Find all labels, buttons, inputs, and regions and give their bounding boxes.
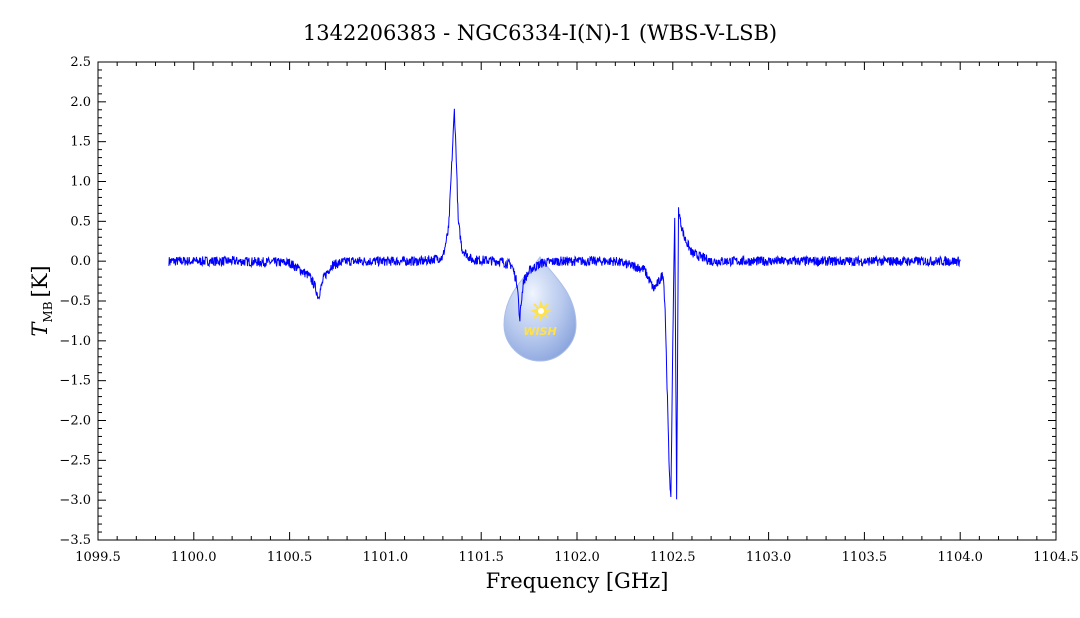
y-tick-label: 1.0 <box>70 175 91 190</box>
x-tick-label: 1101.5 <box>458 550 504 565</box>
x-tick-label: 1102.0 <box>554 550 600 565</box>
y-axis-symbol: T <box>28 321 52 337</box>
y-tick-label: 0.5 <box>70 214 91 229</box>
x-tick-label: 1102.5 <box>650 550 696 565</box>
y-tick-label: −1.0 <box>59 334 91 349</box>
wish-logo-text: WISH <box>523 325 556 338</box>
y-axis-unit: [K] <box>28 265 52 297</box>
x-tick-label: 1100.5 <box>267 550 313 565</box>
x-tick-label: 1100.0 <box>171 550 217 565</box>
y-tick-label: −2.0 <box>59 414 91 429</box>
y-axis-label: TMB [K] <box>28 265 55 336</box>
x-axis-label: Frequency [GHz] <box>486 569 669 593</box>
x-tick-label: 1101.0 <box>363 550 409 565</box>
spectrum-line <box>168 108 961 500</box>
wish-logo: WISH <box>503 256 577 362</box>
y-tick-label: 0.0 <box>70 254 91 269</box>
y-tick-label: −3.5 <box>59 533 91 548</box>
x-tick-label: 1103.0 <box>746 550 792 565</box>
x-tick-label: 1104.5 <box>1033 550 1079 565</box>
star-icon <box>530 300 552 322</box>
svg-text:TMB[K]: TMB [K] <box>28 265 55 336</box>
y-tick-label: 1.5 <box>70 135 91 150</box>
y-tick-label: −3.0 <box>59 493 91 508</box>
y-tick-label: −2.5 <box>59 453 91 468</box>
plot-frame <box>97 61 1057 541</box>
y-tick-label: 2.0 <box>70 95 91 110</box>
x-tick-label: 1099.5 <box>75 550 121 565</box>
y-tick-label: 2.5 <box>70 55 91 70</box>
y-tick-label: −1.5 <box>59 374 91 389</box>
y-axis-subscript: MB <box>41 301 55 322</box>
x-tick-label: 1104.0 <box>937 550 983 565</box>
x-tick-label: 1103.5 <box>842 550 888 565</box>
chart-title: 1342206383 - NGC6334-I(N)-1 (WBS-V-LSB) <box>303 21 777 45</box>
y-tick-label: −0.5 <box>59 294 91 309</box>
